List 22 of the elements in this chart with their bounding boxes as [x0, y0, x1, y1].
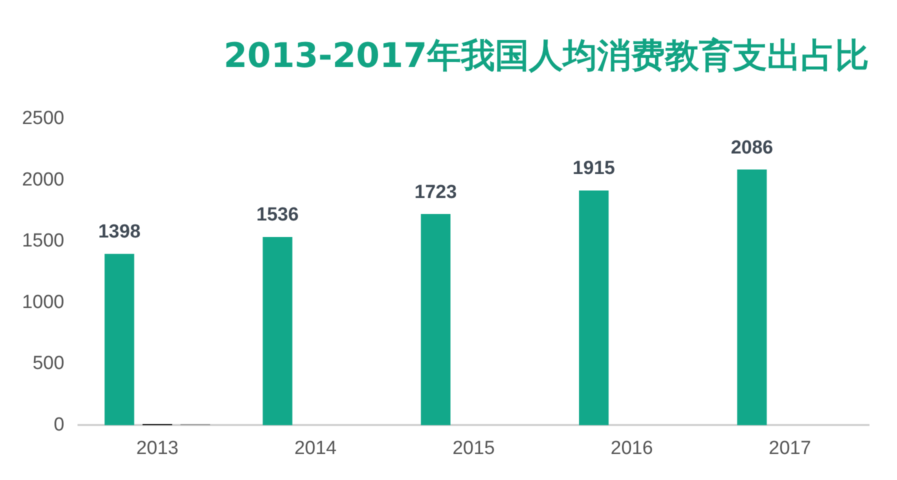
- bar: [579, 190, 609, 426]
- x-tick-label: 2015: [452, 438, 495, 459]
- bar: [737, 170, 767, 426]
- bar: [420, 214, 450, 426]
- y-tick-label: 1500: [22, 230, 64, 252]
- y-tick-label: 2000: [22, 169, 64, 190]
- x-tick-label: 2014: [294, 438, 338, 459]
- x-tick-label: 2017: [768, 438, 812, 459]
- y-tick-label: 2500: [22, 108, 64, 130]
- data-label: 1915: [572, 158, 616, 180]
- x-tick-label: 2013: [136, 438, 178, 459]
- bar: [104, 254, 134, 426]
- x-tick-label: 2016: [610, 438, 653, 459]
- bar: [262, 236, 292, 426]
- y-tick-label: 500: [32, 353, 64, 374]
- data-label: 1536: [256, 204, 299, 226]
- y-tick-label: 1000: [22, 292, 64, 313]
- chart-title: 2013-2017年我国人均消费教育支出占比: [224, 36, 869, 76]
- data-label: 1398: [98, 222, 141, 243]
- data-label: 2086: [730, 137, 774, 158]
- data-label: 1723: [414, 182, 457, 203]
- y-tick-label: 0: [54, 414, 64, 436]
